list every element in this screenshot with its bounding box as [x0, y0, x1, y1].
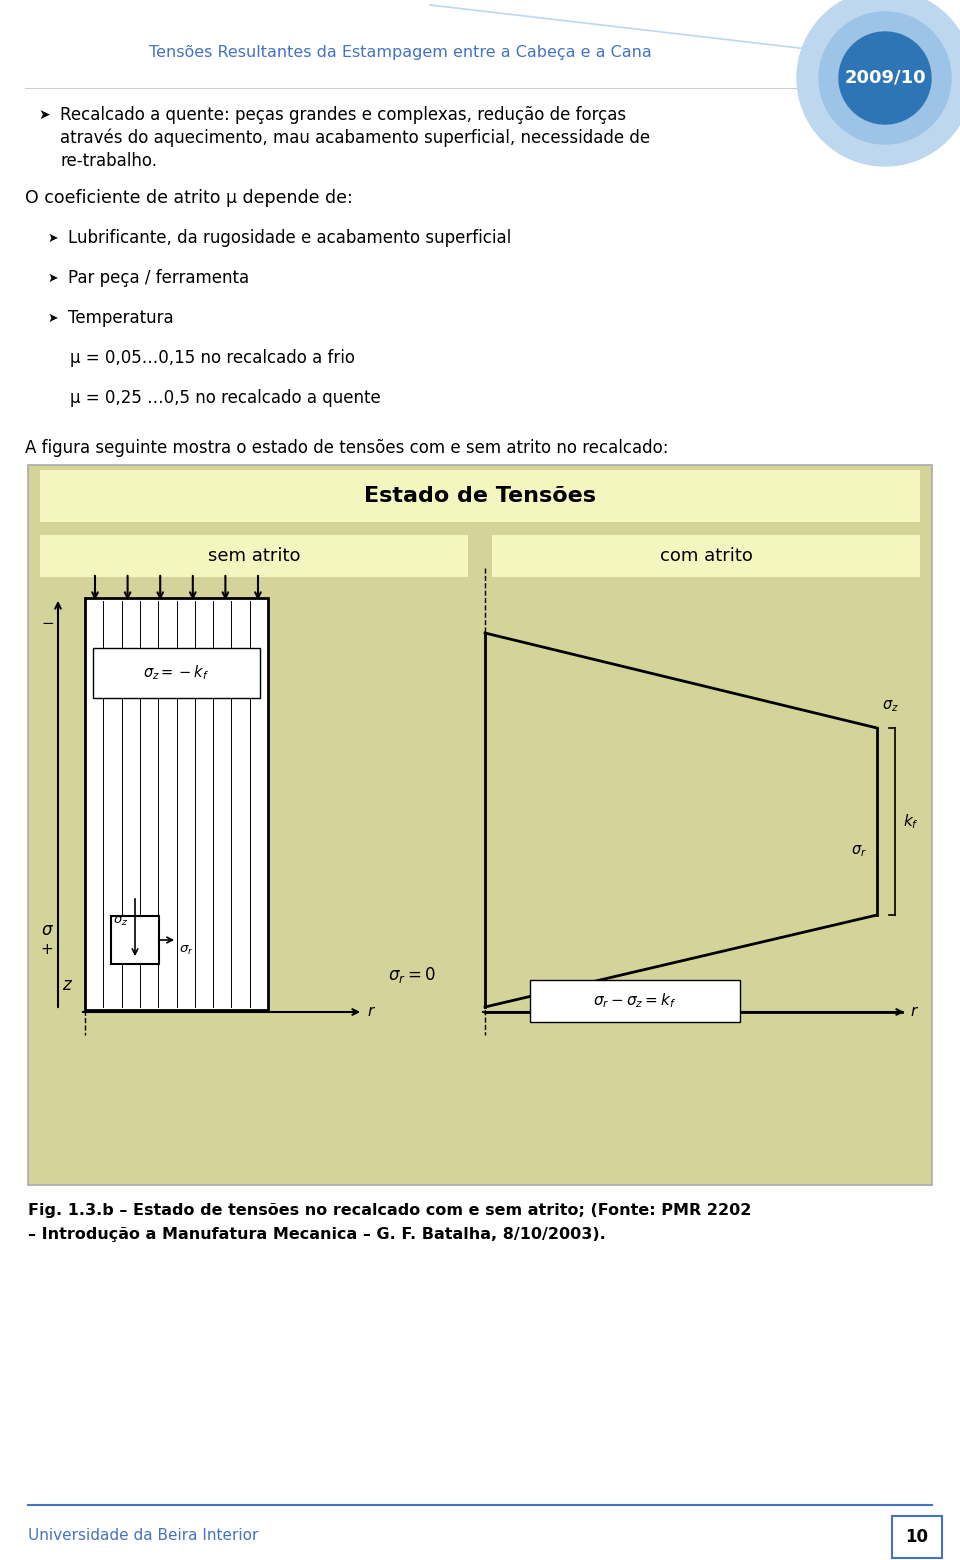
- Bar: [40, 470, 920, 523]
- Bar: [530, 980, 740, 1022]
- Text: ➤: ➤: [48, 271, 59, 284]
- Bar: [492, 535, 920, 577]
- Bar: [93, 647, 260, 697]
- Circle shape: [797, 0, 960, 165]
- Text: ➤: ➤: [48, 312, 59, 324]
- Bar: [892, 1516, 942, 1558]
- Text: Temperatura: Temperatura: [68, 309, 174, 328]
- Bar: [40, 535, 468, 577]
- Text: através do aquecimento, mau acabamento superficial, necessidade de: através do aquecimento, mau acabamento s…: [60, 129, 650, 147]
- Text: com atrito: com atrito: [660, 548, 753, 565]
- Text: Tensões Resultantes da Estampagem entre a Cabeça e a Cana: Tensões Resultantes da Estampagem entre …: [149, 45, 652, 59]
- Text: $\sigma_r$: $\sigma_r$: [851, 844, 867, 860]
- Text: Recalcado a quente: peças grandes e complexas, redução de forças: Recalcado a quente: peças grandes e comp…: [60, 106, 626, 123]
- Text: Fig. 1.3.b – Estado de tensões no recalcado com e sem atrito; (Fonte: PMR 2202: Fig. 1.3.b – Estado de tensões no recalc…: [28, 1203, 752, 1217]
- Text: Par peça / ferramenta: Par peça / ferramenta: [68, 268, 250, 287]
- Text: ➤: ➤: [48, 231, 59, 245]
- Circle shape: [839, 33, 931, 123]
- Text: Estado de Tensões: Estado de Tensões: [364, 487, 596, 505]
- Bar: [111, 916, 159, 964]
- Text: $k_f$: $k_f$: [903, 813, 919, 831]
- Text: ➤: ➤: [38, 108, 50, 122]
- Text: r: r: [910, 1005, 916, 1020]
- Text: sem atrito: sem atrito: [207, 548, 300, 565]
- Text: $\sigma_z$: $\sigma_z$: [882, 699, 899, 714]
- Text: $\sigma_r - \sigma_z = k_f$: $\sigma_r - \sigma_z = k_f$: [593, 992, 677, 1011]
- Text: Universidade da Beira Interior: Universidade da Beira Interior: [28, 1527, 258, 1543]
- Text: A figura seguinte mostra o estado de tensões com e sem atrito no recalcado:: A figura seguinte mostra o estado de ten…: [25, 438, 668, 457]
- Text: $\sigma_z$: $\sigma_z$: [113, 914, 129, 928]
- Bar: [28, 465, 932, 1186]
- Text: r: r: [367, 1005, 373, 1020]
- Bar: [85, 597, 268, 1009]
- Text: −: −: [41, 616, 55, 630]
- Text: 10: 10: [905, 1527, 928, 1546]
- Text: Lubrificante, da rugosidade e acabamento superficial: Lubrificante, da rugosidade e acabamento…: [68, 229, 512, 246]
- Text: z: z: [61, 977, 70, 994]
- Text: μ = 0,25 …0,5 no recalcado a quente: μ = 0,25 …0,5 no recalcado a quente: [70, 388, 381, 407]
- Text: 2009/10: 2009/10: [844, 69, 925, 87]
- Text: μ = 0,05…0,15 no recalcado a frio: μ = 0,05…0,15 no recalcado a frio: [70, 349, 355, 367]
- Text: re-trabalho.: re-trabalho.: [60, 151, 157, 170]
- Text: – Introdução a Manufatura Mecanica – G. F. Batalha, 8/10/2003).: – Introdução a Manufatura Mecanica – G. …: [28, 1228, 606, 1242]
- Text: $\sigma_r$: $\sigma_r$: [179, 944, 194, 956]
- Text: $\sigma_z = -k_f$: $\sigma_z = -k_f$: [143, 663, 209, 682]
- Text: σ: σ: [41, 920, 52, 939]
- Circle shape: [819, 12, 951, 144]
- Text: $\sigma_r = 0$: $\sigma_r = 0$: [388, 966, 435, 984]
- Text: O coeficiente de atrito μ depende de:: O coeficiente de atrito μ depende de:: [25, 189, 352, 207]
- Text: +: +: [40, 942, 54, 958]
